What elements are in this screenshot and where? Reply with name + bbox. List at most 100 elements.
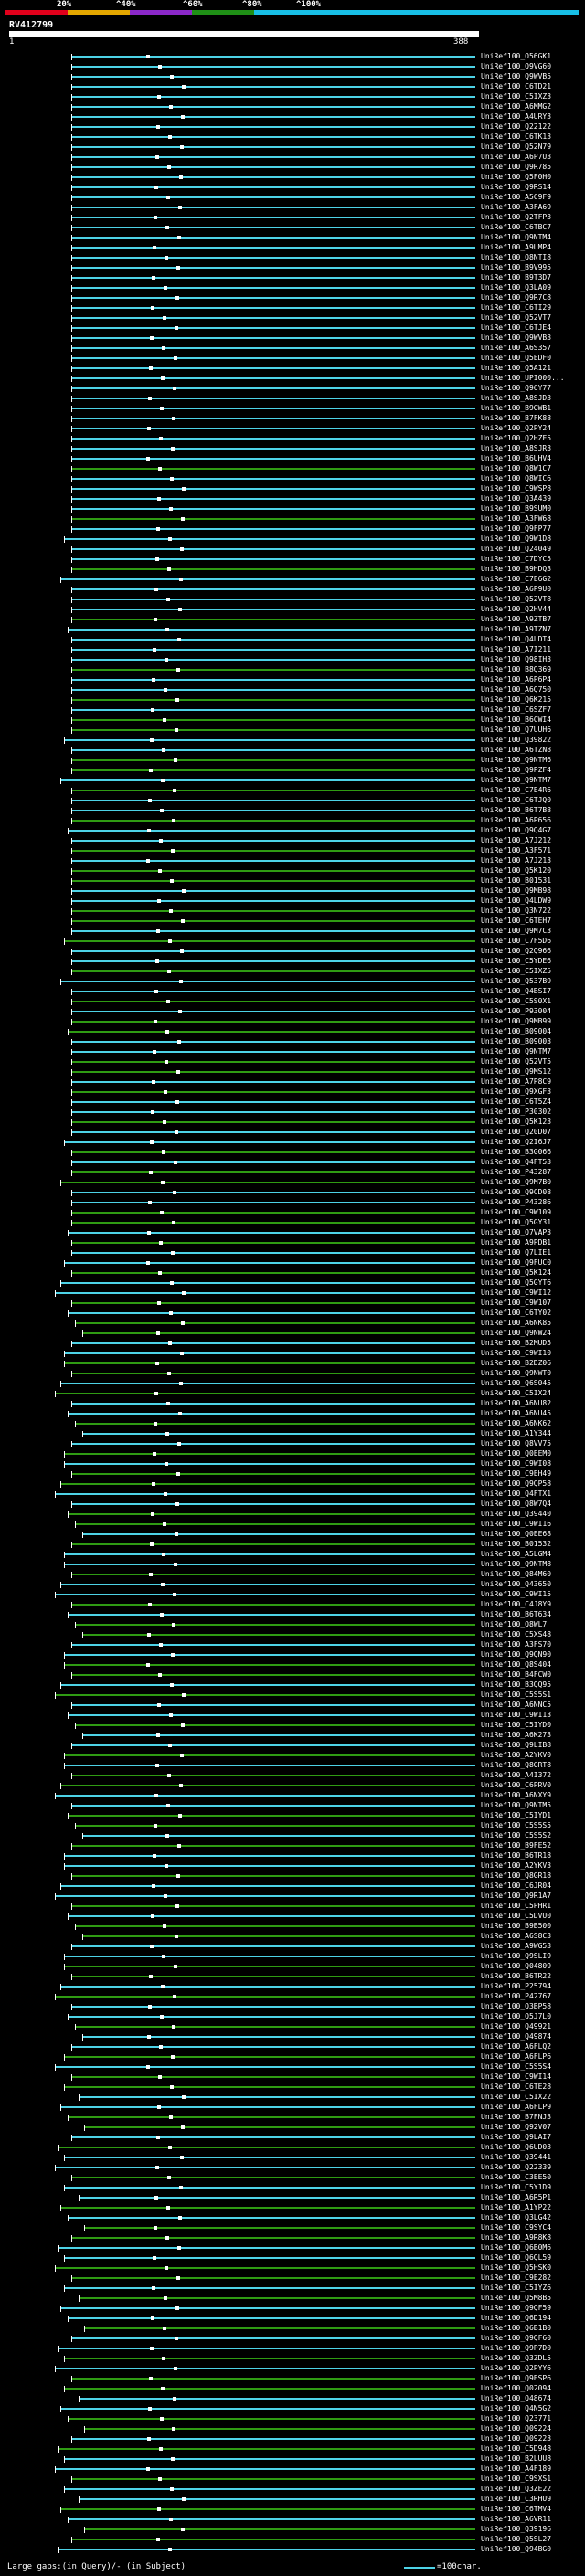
hit-label[interactable]: UniRef100_Q09223 (481, 2434, 552, 2443)
hit-label[interactable]: UniRef100_Q8GRT8 (481, 1761, 552, 1769)
hit-row[interactable]: UniRef100_C9WI12 (0, 1288, 585, 1299)
hit-row[interactable]: UniRef100_A4I372 (0, 1771, 585, 1781)
hit-label[interactable]: UniRef100_C5YDE6 (481, 957, 552, 965)
hit-label[interactable]: UniRef100_B9V995 (481, 263, 552, 271)
hit-label[interactable]: UniRef100_A9WG53 (481, 1942, 552, 1950)
hit-row[interactable]: UniRef100_Q5M8B5 (0, 2294, 585, 2304)
hit-label[interactable]: UniRef100_Q6K215 (481, 695, 552, 704)
hit-label[interactable]: UniRef100_Q39822 (481, 736, 552, 744)
hit-row[interactable]: UniRef100_Q5K120 (0, 866, 585, 876)
hit-label[interactable]: UniRef100_P93004 (481, 1007, 552, 1015)
hit-label[interactable]: UniRef100_C7DYC5 (481, 555, 552, 563)
hit-row[interactable]: UniRef100_Q04809 (0, 1962, 585, 1972)
hit-label[interactable]: UniRef100_Q8NTI8 (481, 253, 552, 261)
hit-row[interactable]: UniRef100_Q39196 (0, 2525, 585, 2535)
hit-label[interactable]: UniRef100_Q6B0M6 (481, 2243, 552, 2252)
hit-row[interactable]: UniRef100_Q8W1C7 (0, 464, 585, 474)
hit-row[interactable]: UniRef100_C9WI15 (0, 1590, 585, 1600)
hit-label[interactable]: UniRef100_Q6UD03 (481, 2143, 552, 2151)
hit-row[interactable]: UniRef100_Q2HZF5 (0, 434, 585, 444)
hit-label[interactable]: UniRef100_A6FLP9 (481, 2103, 552, 2111)
hit-label[interactable]: UniRef100_Q49874 (481, 2032, 552, 2041)
hit-label[interactable]: UniRef100_Q9WVB3 (481, 334, 552, 342)
hit-label[interactable]: UniRef100_A6NK62 (481, 1419, 552, 1427)
hit-row[interactable]: UniRef100_C9WI14 (0, 2072, 585, 2083)
hit-label[interactable]: UniRef100_Q9QP58 (481, 1479, 552, 1488)
hit-row[interactable]: UniRef100_B9T3D7 (0, 273, 585, 283)
hit-row[interactable]: UniRef100_A7J213 (0, 856, 585, 866)
hit-label[interactable]: UniRef100_C9WI15 (481, 1590, 552, 1598)
hit-label[interactable]: UniRef100_A6P656 (481, 816, 552, 824)
hit-label[interactable]: UniRef100_Q02094 (481, 2384, 552, 2392)
hit-label[interactable]: UniRef100_Q4LDW9 (481, 896, 552, 905)
hit-row[interactable]: UniRef100_Q09224 (0, 2424, 585, 2434)
hit-row[interactable]: UniRef100_Q8WIC6 (0, 474, 585, 484)
hit-label[interactable]: UniRef100_B2MUD5 (481, 1339, 552, 1347)
hit-label[interactable]: UniRef100_C6PRV0 (481, 1781, 552, 1789)
hit-label[interactable]: UniRef100_B9T3D7 (481, 273, 552, 281)
hit-label[interactable]: UniRef100_C9EH49 (481, 1469, 552, 1478)
hit-row[interactable]: UniRef100_Q9PZF4 (0, 766, 585, 776)
hit-row[interactable]: UniRef100_Q4BSI7 (0, 987, 585, 997)
hit-label[interactable]: UniRef100_A4URY3 (481, 112, 552, 121)
hit-row[interactable]: UniRef100_C9WI08 (0, 1459, 585, 1469)
hit-label[interactable]: UniRef100_B6TR22 (481, 1972, 552, 1980)
hit-row[interactable]: UniRef100_A7J212 (0, 836, 585, 846)
hit-row[interactable]: UniRef100_Q2Q966 (0, 947, 585, 957)
hit-row[interactable]: UniRef100_Q5K123 (0, 1118, 585, 1128)
hit-row[interactable]: UniRef100_Q52VT8 (0, 595, 585, 605)
hit-label[interactable]: UniRef100_Q9MS12 (481, 1067, 552, 1076)
hit-row[interactable]: UniRef100_Q9NWT0 (0, 1369, 585, 1379)
hit-row[interactable]: UniRef100_B6TR18 (0, 1851, 585, 1861)
hit-label[interactable]: UniRef100_Q4FT53 (481, 1158, 552, 1166)
hit-label[interactable]: UniRef100_Q39440 (481, 1510, 552, 1518)
hit-label[interactable]: UniRef100_C5IXZ3 (481, 92, 552, 101)
hit-label[interactable]: UniRef100_C5DVU0 (481, 1912, 552, 1920)
hit-row[interactable]: UniRef100_P25794 (0, 1982, 585, 1992)
hit-row[interactable]: UniRef100_Q4FT53 (0, 1158, 585, 1168)
hit-row[interactable]: UniRef100_C6TK13 (0, 133, 585, 143)
hit-label[interactable]: UniRef100_C7E4R6 (481, 786, 552, 794)
hit-row[interactable]: UniRef100_Q2HV44 (0, 605, 585, 615)
hit-row[interactable]: UniRef100_C6SZF7 (0, 705, 585, 716)
hit-label[interactable]: UniRef100_A6P9U0 (481, 585, 552, 593)
hit-label[interactable]: UniRef100_C6TBC7 (481, 223, 552, 231)
hit-label[interactable]: UniRef100_Q4LDT4 (481, 635, 552, 643)
hit-label[interactable]: UniRef100_C5S5S5 (481, 1821, 552, 1829)
hit-row[interactable]: UniRef100_A4URY3 (0, 112, 585, 122)
hit-row[interactable]: UniRef100_C9WI16 (0, 1520, 585, 1530)
hit-label[interactable]: UniRef100_A6NK85 (481, 1319, 552, 1327)
hit-row[interactable]: UniRef100_C6PRV0 (0, 1781, 585, 1791)
hit-label[interactable]: UniRef100_Q8S404 (481, 1660, 552, 1669)
hit-label[interactable]: UniRef100_Q9QF60 (481, 2334, 552, 2342)
hit-row[interactable]: UniRef100_Q9CD08 (0, 1188, 585, 1198)
hit-label[interactable]: UniRef100_B9SUM0 (481, 504, 552, 513)
hit-row[interactable]: UniRef100_A4F189 (0, 2465, 585, 2475)
hit-row[interactable]: UniRef100_Q7UUH6 (0, 726, 585, 736)
hit-label[interactable]: UniRef100_P43286 (481, 1198, 552, 1206)
hit-label[interactable]: UniRef100_C6JR04 (481, 1882, 552, 1890)
hit-row[interactable]: UniRef100_C5S5S4 (0, 2062, 585, 2072)
hit-label[interactable]: UniRef100_C5Y1D9 (481, 2183, 552, 2191)
hit-label[interactable]: UniRef100_Q96Y77 (481, 384, 552, 392)
hit-row[interactable]: UniRef100_B6CWI4 (0, 716, 585, 726)
hit-row[interactable]: UniRef100_Q22122 (0, 122, 585, 133)
hit-label[interactable]: UniRef100_Q52VT5 (481, 1057, 552, 1065)
hit-row[interactable]: UniRef100_A6FLP9 (0, 2103, 585, 2113)
hit-row[interactable]: UniRef100_Q9NTM4 (0, 233, 585, 243)
hit-label[interactable]: UniRef100_Q8GR18 (481, 1871, 552, 1880)
hit-row[interactable]: UniRef100_Q8WL7 (0, 1620, 585, 1630)
hit-label[interactable]: UniRef100_Q49921 (481, 2022, 552, 2030)
hit-label[interactable]: UniRef100_Q9NTM7 (481, 776, 552, 784)
hit-row[interactable]: UniRef100_B7FK88 (0, 414, 585, 424)
hit-row[interactable]: UniRef100_Q94BG0 (0, 2545, 585, 2555)
hit-label[interactable]: UniRef100_Q0EEM0 (481, 1449, 552, 1458)
hit-row[interactable]: UniRef100_C3RHU9 (0, 2495, 585, 2505)
hit-label[interactable]: UniRef100_B6CWI4 (481, 716, 552, 724)
hit-row[interactable]: UniRef100_Q6B1B0 (0, 2324, 585, 2334)
hit-label[interactable]: UniRef100_Q7VAP3 (481, 1228, 552, 1236)
hit-row[interactable]: UniRef100_Q4LDT4 (0, 635, 585, 645)
hit-label[interactable]: UniRef100_C9WI13 (481, 1711, 552, 1719)
hit-row[interactable]: UniRef100_B9V995 (0, 263, 585, 273)
hit-row[interactable]: UniRef100_C7E4R6 (0, 786, 585, 796)
